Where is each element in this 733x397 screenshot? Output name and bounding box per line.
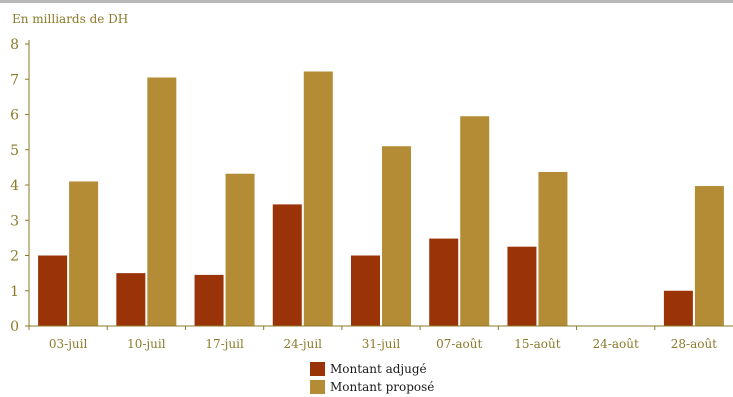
x-tick-label: 17-juil [205, 337, 244, 351]
x-tick-label: 15-août [514, 337, 560, 351]
bar-propose [303, 71, 333, 327]
x-tick-label: 28-août [671, 337, 717, 351]
y-tick-label: 2 [10, 249, 19, 265]
legend-label-propose: Montant proposé [330, 380, 435, 394]
y-tick-label: 8 [10, 37, 19, 53]
y-tick-label: 1 [10, 284, 19, 300]
y-tick-label: 0 [10, 319, 19, 335]
bar-adjuge [194, 274, 224, 326]
bar-adjuge [507, 246, 537, 326]
bar-propose [382, 146, 411, 326]
x-tick-label: 03-juil [49, 337, 88, 351]
y-tick-label: 6 [10, 108, 19, 124]
legend-swatch-adjuge [310, 362, 325, 376]
x-tick-label: 10-juil [127, 337, 166, 351]
bar-propose [460, 116, 490, 326]
bar-adjuge [272, 204, 302, 326]
y-tick-label: 7 [10, 72, 19, 88]
bar-adjuge [429, 238, 459, 326]
legend-item-adjuge: Montant adjugé [310, 360, 434, 378]
bar-propose [69, 181, 99, 326]
legend-item-propose: Montant proposé [310, 378, 434, 396]
x-tick-label: 24-juil [284, 337, 323, 351]
bar-propose [147, 77, 177, 326]
bar-propose [538, 171, 568, 326]
window-top-border [0, 0, 733, 3]
legend: Montant adjugé Montant proposé [310, 360, 434, 396]
legend-label-adjuge: Montant adjugé [330, 362, 427, 376]
x-tick-label: 31-juil [362, 337, 401, 351]
legend-swatch-propose [310, 380, 325, 394]
y-tick-label: 4 [10, 178, 19, 194]
x-tick-label: 24-août [593, 337, 639, 351]
bar-adjuge [38, 255, 68, 326]
y-unit-label: En milliards de DH [12, 12, 129, 26]
bar-adjuge [351, 255, 380, 326]
bar-propose [694, 186, 724, 326]
y-tick-label: 3 [10, 213, 19, 229]
y-tick-label: 5 [10, 143, 19, 159]
bar-adjuge [663, 290, 693, 326]
x-tick-label: 07-août [436, 337, 482, 351]
bar-adjuge [116, 273, 146, 326]
bar-propose [225, 173, 255, 326]
